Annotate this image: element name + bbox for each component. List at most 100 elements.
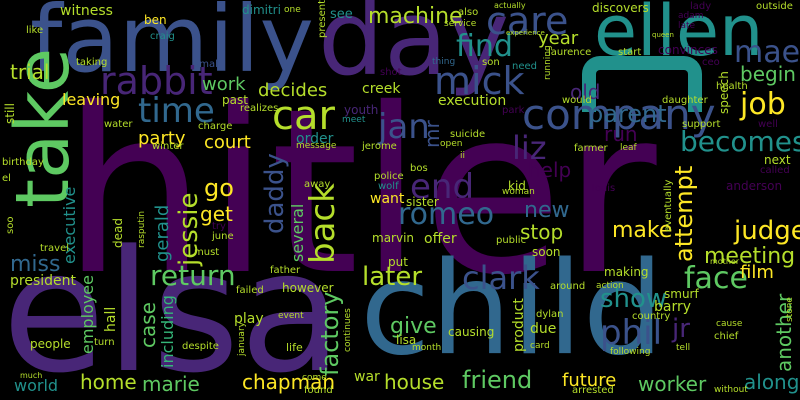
cloud-word: face bbox=[684, 261, 748, 296]
cloud-word: play bbox=[234, 311, 264, 327]
cloud-word: want bbox=[370, 191, 405, 207]
cloud-word: jerome bbox=[362, 141, 397, 152]
cloud-word: several bbox=[288, 203, 307, 262]
cloud-word: much bbox=[20, 371, 43, 380]
cloud-word: turn bbox=[94, 337, 115, 348]
cloud-word: work bbox=[202, 74, 246, 95]
cloud-word: actually bbox=[494, 1, 526, 10]
cloud-word: leaf bbox=[620, 143, 637, 153]
cloud-word: old bbox=[570, 80, 601, 104]
cloud-word: called bbox=[760, 165, 790, 176]
cloud-word: thing bbox=[432, 57, 456, 67]
cloud-word: time bbox=[138, 91, 215, 131]
cloud-word: water bbox=[104, 119, 133, 130]
cloud-word: party bbox=[138, 128, 186, 149]
cloud-word: life bbox=[286, 341, 303, 354]
cloud-word: house bbox=[384, 370, 445, 394]
cloud-word: making bbox=[604, 265, 649, 279]
cloud-word: due bbox=[530, 321, 557, 337]
cloud-word: marvin bbox=[372, 231, 415, 245]
cloud-word: rasputin bbox=[137, 210, 147, 248]
cloud-word: ii bbox=[460, 151, 466, 161]
cloud-word: around bbox=[550, 281, 586, 292]
cloud-word: kid bbox=[508, 179, 526, 193]
cloud-word: eventually bbox=[663, 179, 674, 232]
cloud-word: louis bbox=[592, 183, 616, 194]
cloud-word: el bbox=[2, 173, 11, 184]
cloud-word: ben bbox=[144, 13, 167, 27]
cloud-word: go bbox=[204, 174, 234, 202]
cloud-word: smurf bbox=[664, 287, 699, 301]
cloud-word: lisa bbox=[396, 333, 417, 347]
cloud-word: small bbox=[194, 59, 221, 70]
cloud-word: would bbox=[562, 95, 592, 106]
cloud-word: son bbox=[482, 57, 500, 68]
cloud-word: find bbox=[456, 29, 513, 64]
cloud-word: present bbox=[317, 0, 328, 38]
cloud-word: next bbox=[764, 153, 791, 167]
cloud-word: start bbox=[618, 47, 642, 58]
cloud-word: people bbox=[30, 337, 71, 351]
cloud-word: lady bbox=[690, 1, 712, 12]
cloud-word: birthday bbox=[2, 157, 44, 168]
cloud-word: away bbox=[304, 179, 331, 190]
cloud-word: ellen bbox=[594, 0, 764, 72]
cloud-word: factory bbox=[316, 291, 344, 376]
cloud-word: marie bbox=[142, 372, 200, 396]
cloud-word: failed bbox=[236, 285, 264, 296]
cloud-word: world bbox=[14, 376, 59, 395]
cloud-word: wolf bbox=[378, 181, 399, 192]
cloud-word: support bbox=[682, 119, 721, 130]
cloud-word: still bbox=[3, 103, 17, 124]
cloud-word: back bbox=[303, 183, 343, 264]
cloud-word: elsa bbox=[2, 214, 343, 400]
cloud-word: country bbox=[632, 311, 671, 322]
cloud-word: trial bbox=[10, 60, 50, 84]
cloud-word: past bbox=[222, 93, 248, 107]
cloud-word: rabbit bbox=[100, 59, 213, 103]
cloud-word: police bbox=[374, 171, 404, 182]
cloud-word: friend bbox=[462, 366, 533, 394]
cloud-word: dylan bbox=[536, 309, 564, 320]
cloud-word: decides bbox=[258, 80, 328, 101]
cloud-word: found bbox=[304, 385, 333, 396]
cloud-word: dimitri bbox=[242, 3, 281, 17]
cloud-word: experience bbox=[506, 29, 545, 37]
cloud-word: winter bbox=[152, 141, 184, 152]
cloud-word: park bbox=[502, 105, 525, 116]
cloud-word: taking bbox=[76, 57, 108, 68]
cloud-word: soo bbox=[5, 216, 16, 234]
cloud-word: get bbox=[200, 202, 233, 226]
cloud-word: home bbox=[80, 370, 137, 394]
cloud-word: well bbox=[758, 119, 778, 130]
cloud-word: travel bbox=[40, 243, 70, 254]
cloud-word: continues bbox=[343, 308, 353, 352]
cloud-word: health bbox=[716, 81, 748, 92]
cloud-word: execution bbox=[438, 93, 507, 109]
cloud-word: following bbox=[610, 347, 651, 357]
cloud-word: president bbox=[10, 273, 76, 289]
cloud-word: judge bbox=[734, 216, 800, 246]
cloud-word: cause bbox=[716, 319, 743, 329]
cloud-word: including bbox=[158, 295, 177, 368]
cloud-word: realizes bbox=[240, 103, 279, 114]
cloud-word: future bbox=[562, 370, 617, 391]
cloud-word: romeo bbox=[398, 197, 495, 232]
cloud-word: month bbox=[412, 343, 442, 353]
cloud-word: phil bbox=[600, 313, 663, 353]
cloud-word: later bbox=[362, 262, 423, 292]
cloud-word: running bbox=[543, 45, 553, 80]
cloud-word: film bbox=[740, 262, 774, 283]
cloud-word: liz bbox=[512, 129, 547, 167]
cloud-word: dead bbox=[111, 218, 125, 248]
cloud-word: machine bbox=[368, 4, 463, 29]
cloud-word: meet bbox=[342, 115, 366, 125]
cloud-word: mick bbox=[434, 59, 525, 103]
cloud-word: arrested bbox=[572, 385, 614, 396]
cloud-word: hitler bbox=[62, 59, 657, 325]
cloud-word: bos bbox=[410, 163, 428, 174]
cloud-word: shot bbox=[380, 67, 402, 78]
cloud-word: daughter bbox=[662, 95, 708, 106]
cloud-word: court bbox=[204, 132, 251, 153]
